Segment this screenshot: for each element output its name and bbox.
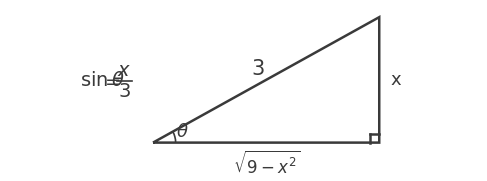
- Text: $3$: $3$: [118, 82, 131, 101]
- Text: x: x: [391, 71, 401, 89]
- Text: $\theta$: $\theta$: [176, 123, 189, 140]
- Text: 3: 3: [251, 59, 264, 79]
- Text: $=$: $=$: [100, 71, 121, 90]
- Text: $\sin\theta$: $\sin\theta$: [80, 71, 125, 90]
- Text: $x$: $x$: [117, 61, 131, 80]
- Text: $\sqrt{9-x^2}$: $\sqrt{9-x^2}$: [233, 151, 300, 178]
